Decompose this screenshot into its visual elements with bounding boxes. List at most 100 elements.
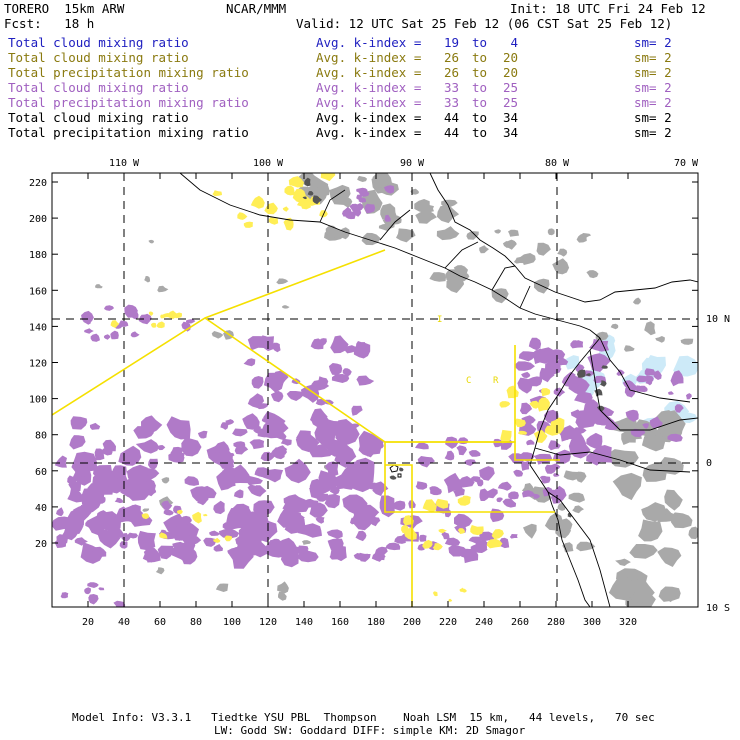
legend-row-4-to: 25 (503, 80, 519, 95)
x-tick-label: 40 (118, 617, 130, 628)
gray-cloud-cell (211, 331, 224, 339)
purple-cloud-cell (330, 335, 349, 354)
purple-cloud-cell (415, 481, 428, 490)
legend-row-2-to-word: to (472, 50, 488, 65)
purple-cloud-cell (295, 545, 309, 554)
purple-cloud-cell (248, 540, 269, 558)
legend-row-7-from: 44 (444, 125, 460, 140)
purple-cloud-cell (65, 508, 85, 529)
legend-row-1-sm: sm= 2 (634, 35, 672, 50)
x-tick-label: 240 (475, 617, 493, 628)
x-tick-label: 120 (259, 617, 277, 628)
purple-cloud-cell (233, 489, 244, 499)
purple-cloud-cell (225, 419, 235, 426)
purple-cloud-cell (90, 333, 100, 342)
x-tick-label: 280 (547, 617, 565, 628)
yellow-precip-cell (403, 515, 414, 526)
purple-cloud-cell (360, 505, 376, 518)
gray-cloud-cell (655, 336, 665, 343)
legend-row-2-to: 20 (503, 50, 519, 65)
legend-row-3-from: 26 (444, 65, 460, 80)
gray-cloud-cell (276, 278, 289, 285)
gray-cloud-cell (552, 258, 570, 275)
purple-cloud-cell (625, 409, 639, 422)
yellow-precip-cell (432, 543, 443, 551)
legend-row-5-to-word: to (472, 95, 488, 110)
dark-cloud-core (585, 373, 591, 377)
x-tick-label: 300 (583, 617, 601, 628)
purple-cloud-cell (89, 422, 101, 430)
purple-cloud-cell (277, 432, 287, 440)
purple-cloud-cell (497, 481, 512, 491)
yellow-precip-cell (160, 314, 167, 319)
purple-cloud-cell (216, 470, 237, 491)
gray-cloud-cell (544, 512, 564, 531)
frame-ticks (52, 173, 698, 607)
gray-cloud-cell (562, 542, 574, 553)
purple-cloud-cell (553, 473, 560, 477)
purple-cloud-cell (85, 463, 98, 472)
purple-cloud-cell (254, 467, 271, 478)
yellow-precip-cell (177, 509, 183, 515)
purple-cloud-cell (453, 487, 465, 497)
purple-cloud-cell (130, 331, 140, 338)
lon-label: 90 W (400, 158, 425, 169)
purple-cloud-cell (364, 203, 376, 214)
purple-cloud-cell (444, 450, 455, 461)
purple-cloud-cell (515, 361, 535, 371)
purple-cloud-cell (157, 545, 174, 560)
purple-cloud-cell (126, 486, 150, 501)
yellow-precip-cell (320, 173, 336, 182)
init-time: Init: 18 UTC Fri 24 Feb 12 (510, 1, 706, 16)
y-tick-label: 180 (29, 250, 47, 261)
purple-cloud-cell (468, 536, 483, 544)
gray-cloud-cell (414, 199, 432, 213)
dark-cloud-core (307, 191, 314, 196)
gray-cloud-cell (664, 489, 683, 511)
purple-cloud-cell (243, 358, 256, 367)
purple-cloud-cell (238, 522, 264, 546)
yellow-precip-cell (159, 532, 168, 539)
purple-cloud-cell (56, 534, 68, 545)
purple-cloud-cell (644, 368, 656, 376)
purple-cloud-cell (519, 402, 533, 415)
legend-row-4-field: Total cloud mixing ratio (8, 80, 189, 95)
purple-cloud-cell (276, 445, 288, 454)
purple-cloud-cell (69, 435, 86, 450)
purple-cloud-cell (110, 330, 119, 340)
yellow-precip-cell (401, 525, 409, 534)
purple-cloud-cell (589, 338, 609, 352)
x-tick-label: 320 (619, 617, 637, 628)
footer-physics-info: LW: Godd SW: Goddard DIFF: simple KM: 2D… (214, 724, 526, 737)
gray-cloud-cell (380, 203, 398, 221)
lat-label: 10 S (706, 603, 730, 614)
purple-cloud-cell (328, 363, 343, 376)
purple-cloud-cell (685, 393, 692, 400)
purple-cloud-cell (203, 537, 216, 547)
gray-cloud-cell (144, 276, 151, 283)
purple-cloud-cell (593, 445, 613, 463)
purple-cloud-cell (444, 508, 452, 518)
map-frame (51, 172, 699, 608)
x-tick-label: 100 (223, 617, 241, 628)
yellow-precip-cell (457, 528, 465, 534)
x-tick-label: 200 (403, 617, 421, 628)
yellow-precip-cell (288, 176, 304, 188)
gray-cloud-cell (429, 272, 447, 282)
dark-cloud-core (577, 369, 586, 378)
yellow-precip-cell (173, 312, 182, 319)
borders (319, 189, 531, 309)
purple-cloud-cell (127, 532, 139, 539)
gray-cloud-cell (396, 228, 416, 243)
yellow-precip-cell (514, 418, 526, 428)
purple-cloud-cell (578, 414, 594, 427)
gray-cloud-cell (563, 470, 579, 481)
purple-cloud-cell (175, 452, 185, 458)
purple-cloud-cell (310, 338, 324, 350)
purple-cloud-cell (148, 458, 158, 471)
yellow-precip-cell (556, 417, 563, 421)
purple-cloud-cell (384, 214, 391, 222)
yellow-precip-cell (540, 388, 551, 397)
purple-cloud-cell (630, 428, 646, 438)
legend-row-7-to: 34 (503, 125, 519, 140)
